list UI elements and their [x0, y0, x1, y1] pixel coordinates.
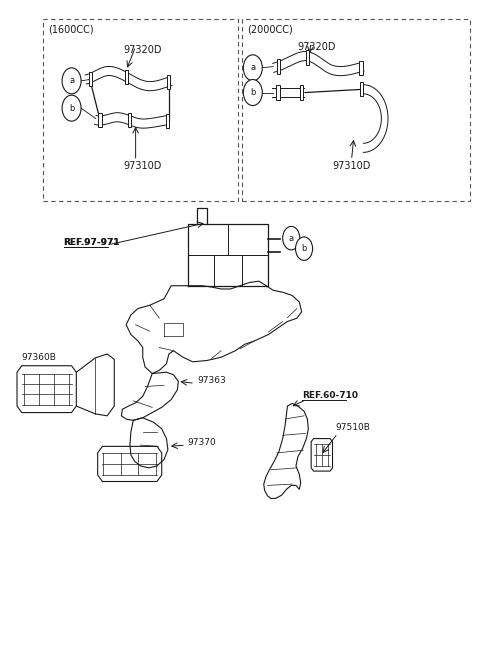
- Bar: [276, 85, 279, 100]
- Text: (2000CC): (2000CC): [247, 24, 293, 34]
- Text: b: b: [69, 104, 74, 113]
- Bar: [306, 51, 310, 64]
- Text: REF.60-710: REF.60-710: [301, 390, 358, 400]
- Text: 97370: 97370: [188, 438, 216, 447]
- Bar: [277, 59, 280, 73]
- Bar: [300, 85, 303, 100]
- Circle shape: [62, 68, 81, 94]
- Circle shape: [243, 55, 262, 81]
- Text: 97510B: 97510B: [335, 423, 370, 432]
- Text: a: a: [250, 64, 255, 72]
- Text: (1600CC): (1600CC): [48, 24, 94, 34]
- Bar: [89, 72, 92, 86]
- Text: b: b: [250, 88, 255, 97]
- Text: b: b: [301, 244, 307, 253]
- Text: REF.97-971: REF.97-971: [63, 237, 120, 247]
- Text: a: a: [69, 76, 74, 85]
- Bar: [360, 60, 362, 75]
- Text: 97360B: 97360B: [22, 353, 57, 362]
- Circle shape: [62, 95, 81, 121]
- Bar: [128, 113, 132, 127]
- Bar: [360, 82, 363, 96]
- Text: 97320D: 97320D: [124, 45, 162, 55]
- Text: REF.97-971: REF.97-971: [63, 237, 120, 247]
- Circle shape: [283, 226, 300, 250]
- Text: 97320D: 97320D: [297, 42, 336, 52]
- Text: 97363: 97363: [197, 376, 226, 384]
- Text: 97310D: 97310D: [124, 161, 162, 171]
- Circle shape: [243, 79, 262, 106]
- Text: 97310D: 97310D: [333, 161, 371, 171]
- Bar: [98, 113, 102, 127]
- Text: a: a: [288, 234, 294, 243]
- Bar: [167, 75, 170, 89]
- Bar: [125, 70, 128, 84]
- Bar: [166, 114, 169, 129]
- Circle shape: [296, 237, 312, 260]
